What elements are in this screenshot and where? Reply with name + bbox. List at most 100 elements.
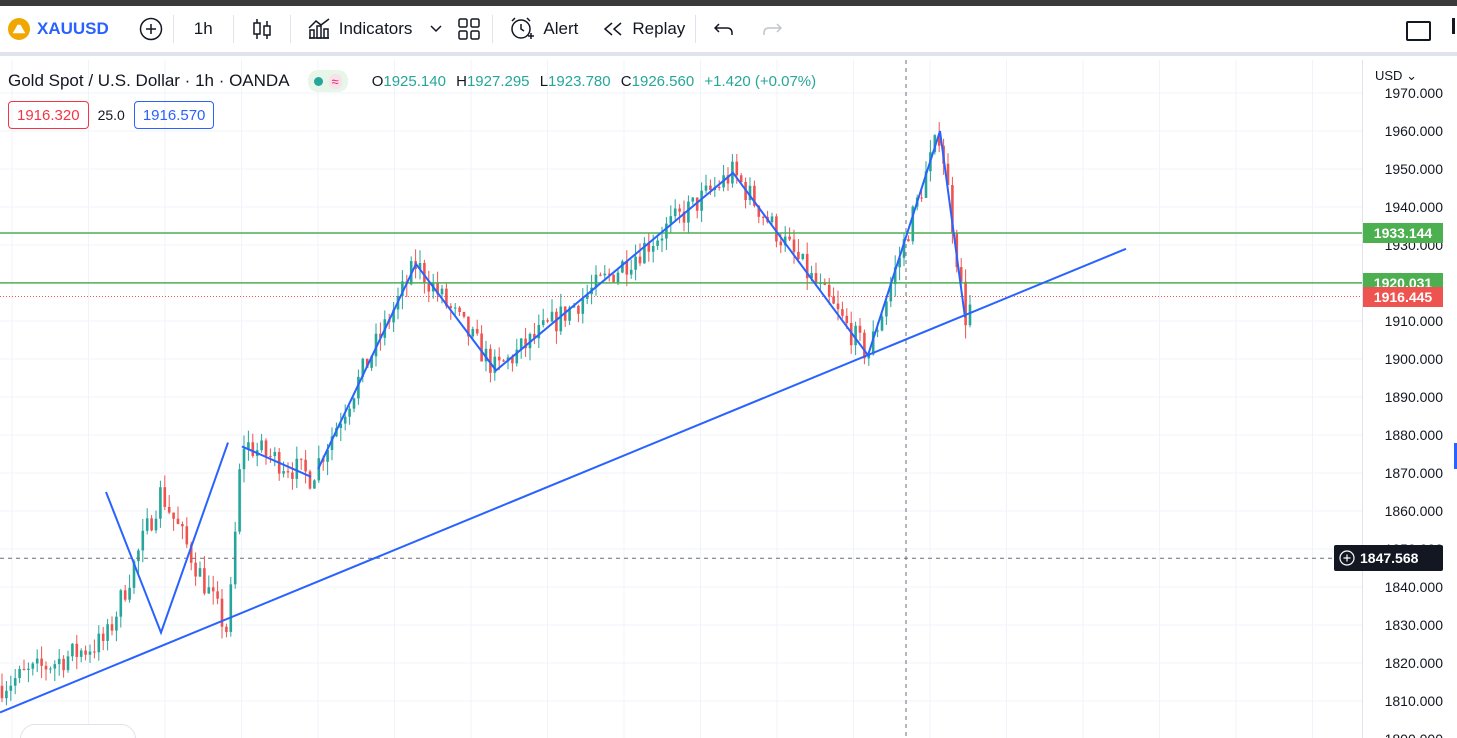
symbol-description[interactable]: Gold Spot / U.S. Dollar · 1h · OANDA: [8, 71, 290, 90]
candle-body: [427, 282, 431, 292]
candle-body: [163, 487, 167, 507]
candle-body: [211, 587, 215, 592]
interval-button[interactable]: 1h: [174, 10, 233, 48]
buy-button[interactable]: 1916.570: [133, 101, 215, 129]
candle-body: [546, 320, 549, 322]
candle-body: [880, 316, 884, 331]
candle-body: [445, 288, 448, 307]
alert-button[interactable]: Alert: [493, 10, 588, 48]
candle-body: [761, 216, 765, 218]
candle-body: [937, 135, 941, 146]
window-top-strip: [0, 0, 1457, 6]
candle-body: [5, 690, 8, 699]
candle-body: [687, 201, 690, 223]
compare-symbol-button[interactable]: [129, 10, 173, 48]
candle-body: [326, 449, 329, 462]
add-alert-plus-icon[interactable]: [1334, 550, 1360, 566]
candle-body: [119, 590, 123, 617]
currency-selector[interactable]: USD ⌄: [1375, 68, 1417, 84]
sell-button[interactable]: 1916.320: [8, 101, 89, 129]
toolbar-divider: [289, 15, 291, 43]
spread-value: 25.0: [97, 107, 125, 123]
window-edge-marker: [1452, 18, 1455, 34]
candle-body: [612, 274, 615, 283]
candle-body: [343, 416, 347, 424]
candle-body: [656, 240, 659, 247]
candle-body: [933, 135, 937, 153]
candle-body: [669, 216, 673, 224]
candle-body: [827, 284, 831, 297]
fullscreen-icon[interactable]: [1406, 21, 1431, 41]
candle-body: [75, 643, 79, 657]
price-chart[interactable]: [0, 60, 1362, 738]
undo-button[interactable]: [696, 10, 752, 48]
candle-body: [810, 273, 813, 279]
candle-body: [902, 239, 906, 258]
candle-body: [959, 267, 963, 282]
bottom-control-pill[interactable]: [20, 724, 136, 738]
candle-body: [216, 591, 219, 599]
candle-body: [493, 356, 497, 373]
candle-body: [198, 568, 202, 577]
indicators-dropdown-button[interactable]: [422, 10, 446, 48]
market-open-dot-icon: [313, 76, 323, 86]
resistance-price-label: 1933.144: [1363, 223, 1443, 244]
candle-body: [779, 241, 783, 246]
candle-body: [304, 459, 307, 472]
candle-body: [379, 333, 382, 338]
currency-label: USD: [1375, 68, 1403, 83]
indicators-button[interactable]: Indicators: [291, 10, 423, 48]
candle-body: [467, 316, 470, 337]
market-status-badge[interactable]: ≈: [307, 70, 348, 92]
candle-body: [203, 568, 206, 594]
candle-body: [264, 440, 268, 456]
right-panel-edge-marker: [1454, 443, 1457, 469]
close-value: 1926.560: [631, 72, 695, 90]
redo-button[interactable]: [752, 10, 792, 48]
candle-body: [141, 530, 145, 551]
chevron-down-icon: ⌄: [1406, 68, 1417, 83]
candle-body: [172, 512, 175, 519]
candle-body: [739, 175, 743, 182]
candle-body: [57, 658, 61, 665]
candle-body: [726, 175, 730, 184]
grid-layout-icon: [458, 18, 481, 40]
candle-body: [964, 281, 967, 326]
symbol-search-button[interactable]: XAUUSD: [0, 10, 119, 48]
candle-body: [748, 185, 752, 200]
candle-body: [704, 185, 708, 191]
candle-body: [260, 440, 263, 451]
candle-body: [13, 678, 17, 686]
candle-body: [40, 658, 43, 666]
candle-body: [88, 651, 92, 655]
candle-body: [885, 301, 888, 317]
layouts-button[interactable]: [446, 10, 492, 48]
candle-body: [832, 296, 835, 304]
candle-body: [678, 208, 681, 212]
candle-body: [634, 256, 637, 270]
price-axis[interactable]: USD ⌄ 1970.000 1960.000 1950.000 1940.000 19…: [1362, 60, 1457, 738]
price-tick-label: 1910.000: [1384, 313, 1443, 329]
price-tick-label: 1830.000: [1384, 617, 1443, 633]
candle-body: [220, 598, 224, 627]
candle-body: [823, 282, 827, 285]
candle-body: [858, 325, 862, 333]
candle-body: [71, 643, 74, 657]
candle-body: [524, 338, 527, 349]
candle-body: [101, 633, 105, 641]
candle-body: [845, 315, 849, 324]
indicators-label: Indicators: [338, 19, 413, 38]
price-tick-label: 1890.000: [1384, 389, 1443, 405]
crosshair-price-value: 1847.568: [1360, 550, 1419, 567]
candle-body: [110, 624, 114, 631]
chart-pane[interactable]: [0, 60, 1362, 738]
candle-body: [568, 307, 571, 321]
price-tick-label: 1870.000: [1384, 465, 1443, 481]
replay-button[interactable]: Replay: [588, 10, 695, 48]
candle-body: [647, 242, 651, 252]
candle-body: [313, 480, 316, 489]
candle-body: [871, 331, 875, 355]
candle-body: [357, 376, 360, 399]
chart-type-button[interactable]: [234, 10, 290, 48]
candle-body: [106, 624, 109, 641]
